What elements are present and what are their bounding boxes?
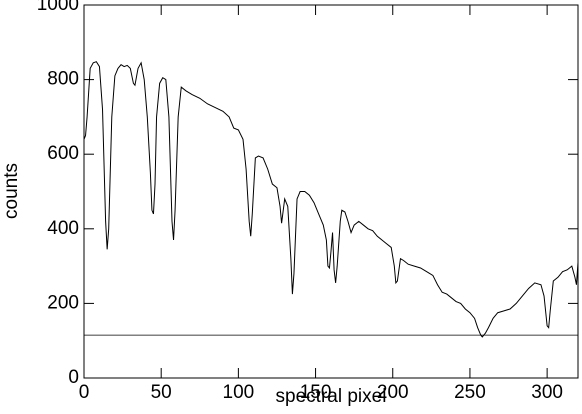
- y-tick-label: 1000: [37, 0, 79, 15]
- x-tick-label: 300: [531, 382, 563, 403]
- x-tick-label: 0: [79, 382, 90, 403]
- data-line: [83, 61, 579, 338]
- x-tick-label: 50: [151, 382, 172, 403]
- plot-frame: [83, 4, 579, 379]
- y-axis-label: counts: [1, 163, 22, 219]
- y-tick-label: 400: [47, 218, 79, 239]
- y-tick-label: 0: [68, 367, 79, 388]
- x-tick-label: 150: [300, 382, 332, 403]
- y-tick-label: 200: [47, 292, 79, 313]
- y-tick-label: 600: [47, 143, 79, 164]
- x-tick-label: 250: [454, 382, 486, 403]
- x-tick-label: 100: [223, 382, 255, 403]
- y-tick-label: 800: [47, 69, 79, 90]
- x-tick-label: 200: [377, 382, 409, 403]
- x-axis-label: spectral pixel: [276, 386, 387, 407]
